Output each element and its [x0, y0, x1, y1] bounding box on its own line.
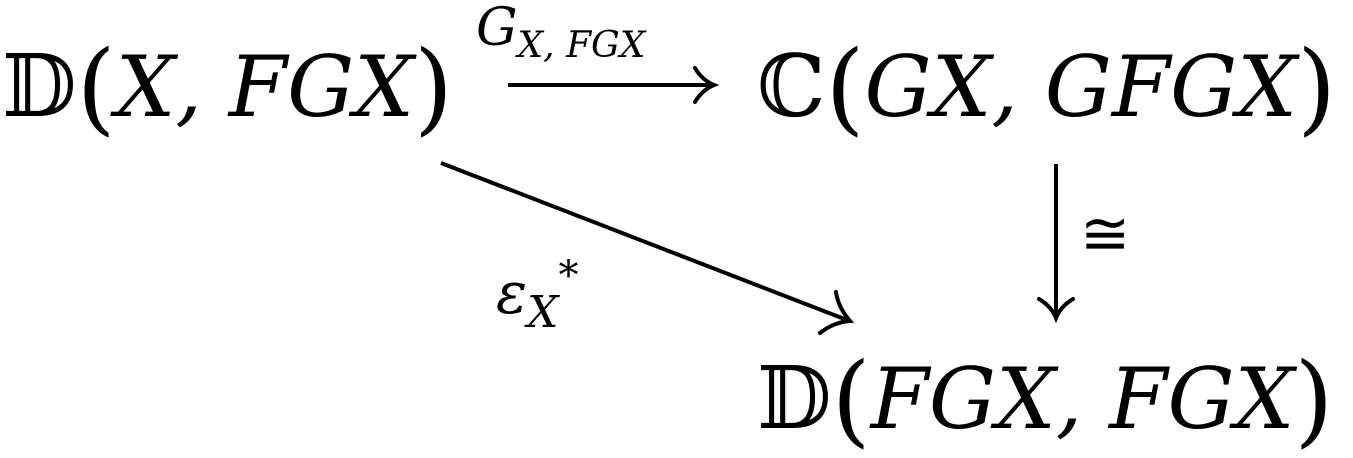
arrow-right-label: ≅ — [1080, 204, 1130, 264]
arrow-diagonal-subscript: X — [527, 287, 559, 338]
node-top-right-close-paren: ) — [1297, 29, 1337, 146]
arrow-top-symbol: G — [476, 0, 518, 58]
node-bottom-right-close-paren: ) — [1294, 341, 1334, 458]
node-top-left-category: 𝔻 — [2, 37, 77, 137]
commutative-diagram: 𝔻(X, FGX) ℂ(GX, GFGX) 𝔻(FGX, FGX) GX, FG… — [2, 2, 1336, 450]
node-bottom-right-args: FGX, FGX — [870, 350, 1295, 448]
node-top-right-category: ℂ — [757, 37, 826, 137]
arrows-layer — [440, 66, 1075, 335]
arrow-diagonal-superscript: * — [558, 253, 579, 299]
arrow-top — [508, 66, 720, 104]
node-bottom-right-open-paren: ( — [831, 341, 871, 458]
arrow-diagonal-symbol: ε — [496, 259, 528, 327]
node-bottom-right-category: 𝔻 — [757, 349, 832, 449]
node-top-left-open-paren: ( — [76, 29, 116, 146]
arrow-right — [1037, 164, 1075, 324]
arrow-diagonal — [440, 161, 855, 335]
node-top-right-args: GX, GFGX — [864, 38, 1298, 136]
arrow-right-symbol: ≅ — [1080, 199, 1131, 269]
arrow-top-label: GX, FGX — [476, 2, 645, 64]
arrow-diagonal-label: εX* — [496, 256, 578, 335]
node-top-right: ℂ(GX, GFGX) — [757, 38, 1336, 138]
node-top-left-close-paren: ) — [413, 29, 453, 146]
node-top-left-args: X, FGX — [115, 38, 414, 136]
node-bottom-right: 𝔻(FGX, FGX) — [757, 350, 1333, 450]
node-top-left: 𝔻(X, FGX) — [2, 38, 453, 138]
node-top-right-open-paren: ( — [825, 29, 865, 146]
arrow-top-subscript: X, FGX — [517, 25, 646, 66]
